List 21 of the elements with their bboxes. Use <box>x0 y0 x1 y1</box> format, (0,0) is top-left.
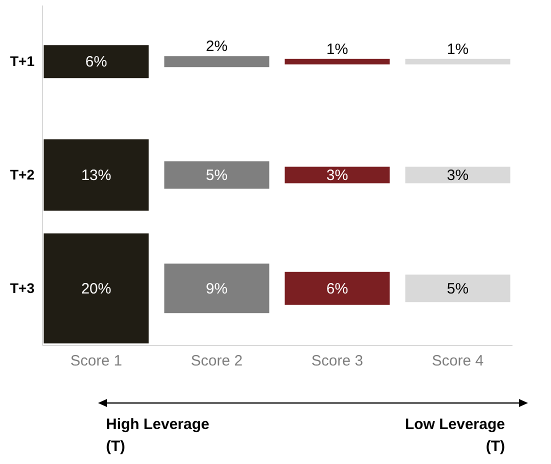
data-label: 1% <box>446 40 469 58</box>
data-label: 1% <box>326 40 348 58</box>
data-label: 3% <box>446 167 469 184</box>
data-label: 6% <box>85 54 108 71</box>
data-label: 13% <box>81 167 112 184</box>
y-tick-label: T+2 <box>10 166 35 182</box>
text: Low Leverage (T) <box>404 415 505 457</box>
x-tick-label: Score 1 <box>70 352 122 370</box>
text: High Leverage (T) <box>106 415 210 457</box>
y-tick-label: T+3 <box>10 280 35 296</box>
data-label: 6% <box>326 280 348 298</box>
x-tick-label: Score 4 <box>432 352 484 370</box>
y-tick-label: T+1 <box>10 53 35 70</box>
data-label: 20% <box>81 280 112 298</box>
data-label: 3% <box>326 167 348 184</box>
x-tick-label: Score 2 <box>190 352 243 370</box>
data-label: 5% <box>446 280 469 298</box>
data-label: 5% <box>206 167 228 184</box>
data-label: 9% <box>206 280 228 298</box>
data-label: 2% <box>206 38 228 56</box>
x-tick-label: Score 3 <box>311 352 364 370</box>
